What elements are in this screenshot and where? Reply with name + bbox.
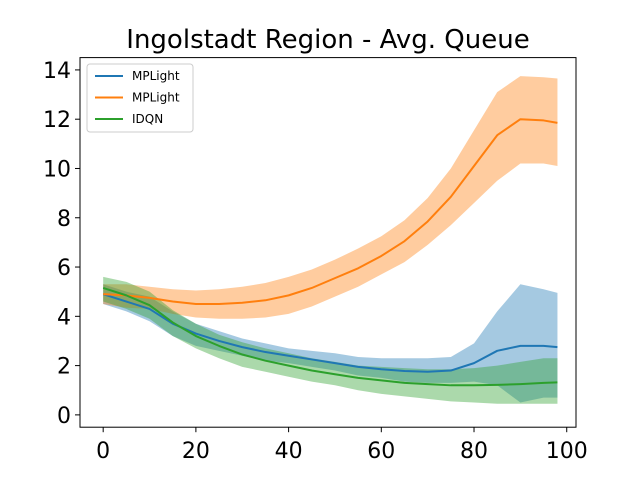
series-lines (102, 118, 558, 387)
y-tick-label: 10 (43, 157, 71, 182)
legend-label: MPLight (132, 69, 180, 83)
confidence-bands (103, 76, 558, 404)
x-tick-label: 0 (96, 439, 110, 464)
y-tick-label: 12 (43, 108, 71, 133)
line-series-3 (102, 287, 558, 387)
legend-box (86, 63, 194, 133)
legend-label: IDQN (132, 112, 163, 126)
band-series-3 (103, 276, 558, 404)
band-series-2 (103, 76, 558, 319)
plot-frame (79, 57, 577, 428)
x-tick-label: 80 (460, 439, 488, 464)
legend-label: MPLight (132, 91, 180, 105)
x-tick-label: 60 (367, 439, 395, 464)
band-series-1 (103, 284, 558, 403)
y-axis-ticks: 0 2 4 6 8 10 12 14 (43, 59, 80, 429)
x-tick-label: 100 (546, 439, 588, 464)
y-tick-label: 0 (57, 404, 71, 429)
y-tick-label: 2 (57, 355, 71, 380)
chart-title: Ingolstadt Region - Avg. Queue (126, 25, 529, 55)
x-tick-label: 40 (275, 439, 303, 464)
line-series-2 (103, 118, 558, 305)
y-tick-label: 14 (43, 59, 71, 84)
y-tick-label: 4 (57, 305, 71, 330)
y-tick-label: 8 (57, 207, 71, 232)
y-tick-label: 6 (57, 256, 71, 281)
x-tick-label: 20 (182, 439, 210, 464)
legend: MPLight MPLight IDQN (86, 63, 194, 133)
x-axis-ticks: 0 20 40 60 80 100 (96, 427, 588, 464)
